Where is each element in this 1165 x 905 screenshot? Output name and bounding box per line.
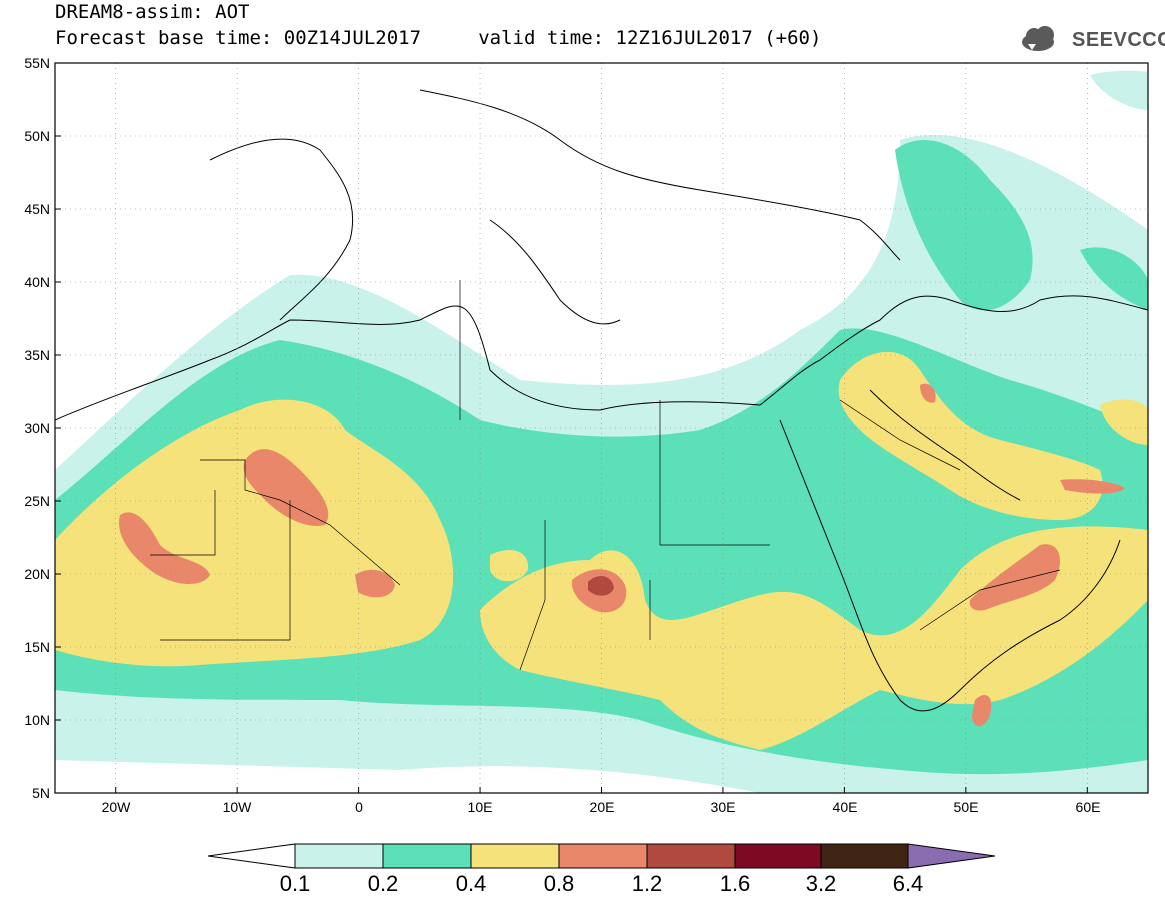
colorbar-label: 6.4 bbox=[893, 871, 924, 896]
colorbar-left-arrow bbox=[207, 843, 296, 869]
colorbar-label: 1.2 bbox=[632, 871, 663, 896]
lon-tick-label: 60E bbox=[1076, 799, 1101, 815]
aot-shading bbox=[55, 70, 1148, 793]
colorbar-segment bbox=[294, 843, 384, 869]
lon-tick-label: 10E bbox=[468, 799, 493, 815]
colorbar-label: 0.2 bbox=[368, 871, 399, 896]
lon-tick-label: 50E bbox=[954, 799, 979, 815]
lat-tick-label: 45N bbox=[24, 201, 50, 217]
aot-contour-0.8 bbox=[972, 695, 992, 727]
lon-tick-label: 20W bbox=[102, 799, 132, 815]
aot-contour-0.4 bbox=[480, 526, 1148, 750]
lat-tick-label: 55N bbox=[24, 55, 50, 71]
aot-contour-0.4 bbox=[1100, 399, 1148, 445]
forecast-time-line: Forecast base time: 00Z14JUL2017 valid t… bbox=[55, 27, 822, 49]
colorbar-segment bbox=[646, 843, 736, 869]
latitude-axis: 55N 50N 45N 40N 35N 30N 25N 20N 15N 10N … bbox=[24, 55, 50, 801]
gridlines bbox=[55, 63, 1148, 793]
lat-tick-label: 50N bbox=[24, 128, 50, 144]
colorbar-right-arrow bbox=[907, 843, 996, 869]
lat-tick-label: 15N bbox=[24, 639, 50, 655]
cloud-icon bbox=[1022, 26, 1054, 51]
lon-tick-label: 20E bbox=[590, 799, 615, 815]
lon-tick-label: 0 bbox=[355, 799, 363, 815]
colorbar-segment bbox=[820, 843, 909, 869]
aot-contour-0.8 bbox=[969, 544, 1060, 611]
lon-tick-label: 30E bbox=[711, 799, 736, 815]
lon-tick-label: 40E bbox=[833, 799, 858, 815]
map-frame bbox=[54, 62, 1149, 794]
aot-contour-0.4 bbox=[55, 399, 454, 667]
chart-title: DREAM8-assim: AOT bbox=[55, 1, 250, 23]
colorbar-segment bbox=[470, 843, 560, 869]
aot-contour-0.8 bbox=[920, 383, 936, 403]
lat-tick-label: 10N bbox=[24, 712, 50, 728]
lat-tick-label: 40N bbox=[24, 274, 50, 290]
lat-tick-label: 35N bbox=[24, 347, 50, 363]
colorbar-label: 0.4 bbox=[456, 871, 487, 896]
aot-contour-0.2 bbox=[1080, 247, 1148, 310]
colorbar-label: 3.2 bbox=[806, 871, 837, 896]
longitude-axis: 20W 10W 0 10E 20E 30E 40E 50E 60E bbox=[102, 799, 1101, 815]
coastlines bbox=[55, 89, 1148, 712]
colorbar-segment bbox=[382, 843, 472, 869]
lat-tick-label: 20N bbox=[24, 566, 50, 582]
lat-tick-label: 5N bbox=[32, 785, 50, 801]
colorbar-label: 1.6 bbox=[720, 871, 751, 896]
colorbar-label: 0.1 bbox=[280, 871, 311, 896]
lat-tick-label: 25N bbox=[24, 493, 50, 509]
aot-contour-0.8 bbox=[355, 569, 395, 598]
colorbar-segment bbox=[558, 843, 648, 869]
lon-tick-label: 10W bbox=[223, 799, 253, 815]
aot-contour-1.2 bbox=[588, 576, 614, 596]
colorbar-label: 0.8 bbox=[544, 871, 575, 896]
aot-contour-0.4 bbox=[838, 351, 1103, 520]
colorbar-segment bbox=[734, 843, 822, 869]
colorbar-labels: 0.1 0.2 0.4 0.8 1.2 1.6 3.2 6.4 bbox=[280, 871, 924, 896]
aot-contour-0.4 bbox=[490, 550, 529, 582]
aot-contour-0.8 bbox=[243, 449, 329, 526]
aot-contour-0.1 bbox=[1090, 70, 1148, 110]
aot-contour-0.8 bbox=[1060, 479, 1125, 494]
logo-text: SEEVCCC bbox=[1072, 29, 1165, 51]
aot-contour-0.2 bbox=[895, 140, 1033, 311]
aot-contour-0.8 bbox=[119, 512, 210, 585]
seevccc-logo bbox=[1022, 26, 1054, 51]
country-borders bbox=[150, 280, 1061, 671]
colorbar bbox=[207, 843, 996, 869]
lat-tick-label: 30N bbox=[24, 420, 50, 436]
